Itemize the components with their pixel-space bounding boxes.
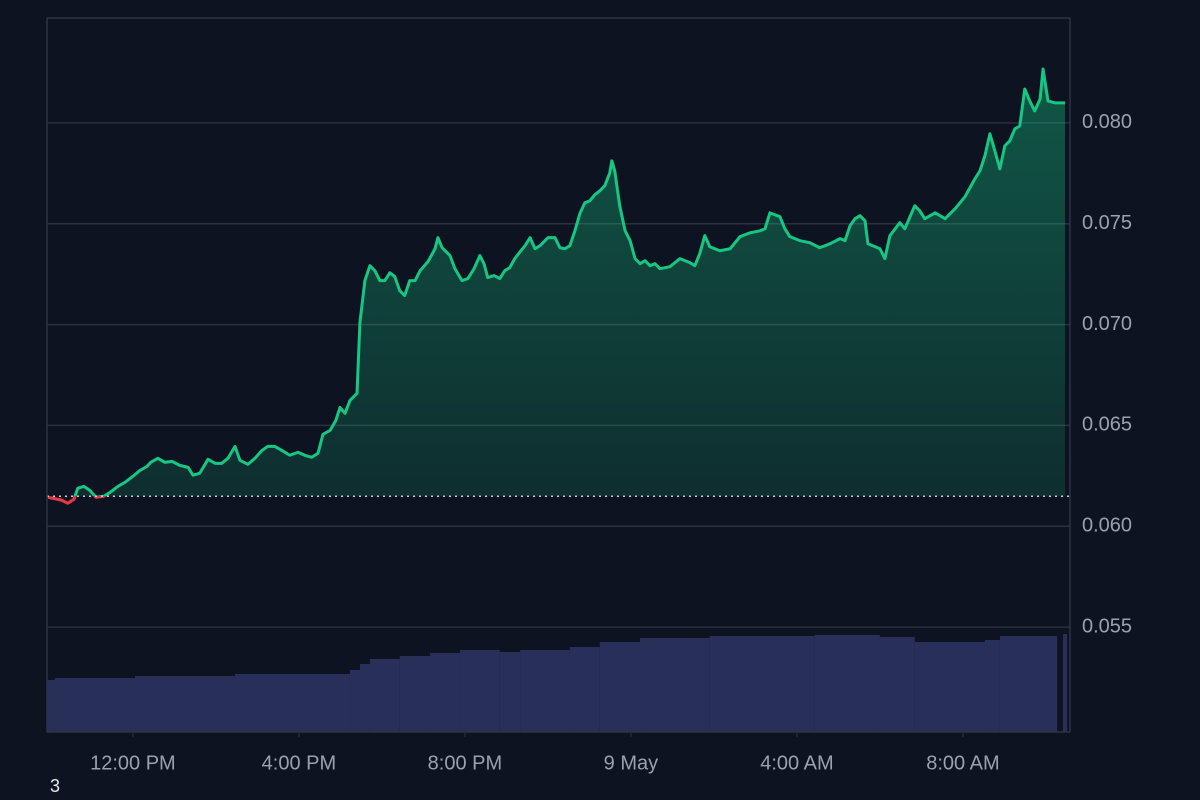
area-fill bbox=[75, 69, 1066, 497]
volume-bar bbox=[709, 636, 815, 732]
volume-bar bbox=[54, 678, 135, 732]
x-tick-label: 4:00 AM bbox=[760, 752, 833, 774]
x-tick-label: 9 May bbox=[604, 752, 658, 774]
volume-bar bbox=[47, 680, 55, 732]
volume-bar bbox=[359, 664, 370, 732]
volume-bar bbox=[569, 647, 600, 732]
volume-bar bbox=[369, 659, 400, 732]
y-tick-label: 0.075 bbox=[1082, 212, 1132, 234]
y-tick-label: 0.065 bbox=[1082, 414, 1132, 436]
volume-bar bbox=[430, 653, 460, 732]
y-tick-label: 0.060 bbox=[1082, 515, 1132, 537]
volume-bar bbox=[1062, 634, 1068, 732]
price-line bbox=[48, 67, 1066, 497]
volume-bar bbox=[399, 656, 431, 732]
volume-bar bbox=[640, 638, 710, 732]
volume-bar bbox=[499, 652, 521, 732]
x-tick-label: 8:00 PM bbox=[428, 752, 502, 774]
volume-bar bbox=[814, 635, 880, 732]
volume-bar bbox=[234, 674, 350, 732]
volume-bar bbox=[984, 640, 1000, 732]
volume-bar bbox=[914, 642, 985, 732]
volume-bar bbox=[999, 636, 1058, 732]
x-tick-label: 8:00 AM bbox=[926, 752, 999, 774]
volume-bar bbox=[349, 670, 360, 732]
y-tick-label: 0.080 bbox=[1082, 111, 1132, 133]
volume-bar bbox=[134, 676, 235, 732]
volume-bar bbox=[520, 650, 570, 732]
volume-bar bbox=[879, 637, 915, 732]
footnote: 3 bbox=[50, 776, 60, 796]
volume-bar bbox=[459, 650, 500, 732]
x-tick-label: 4:00 PM bbox=[262, 752, 336, 774]
x-tick-label: 12:00 PM bbox=[90, 752, 176, 774]
y-tick-label: 0.055 bbox=[1082, 615, 1132, 637]
y-tick-label: 0.070 bbox=[1082, 313, 1132, 335]
volume-bar bbox=[599, 642, 641, 732]
